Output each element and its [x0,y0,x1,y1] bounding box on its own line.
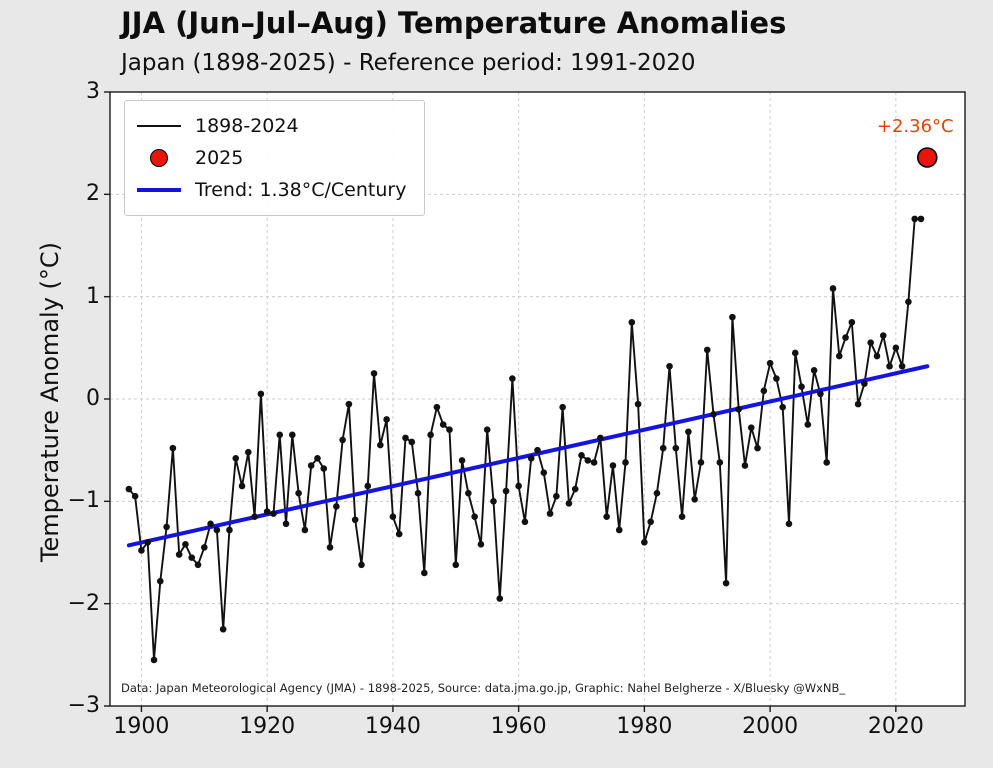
x-tick-label: 1900 [113,714,170,739]
legend-label: 1898-2024 [195,115,299,137]
x-tick-label: 1920 [239,714,296,739]
legend-item-2025: 2025 [137,142,406,174]
red-dot-icon [137,149,181,167]
x-tick-label: 2000 [742,714,799,739]
legend-item-series: 1898-2024 [137,110,406,142]
y-tick-label: −1 [67,488,100,514]
chart-title: JJA (Jun–Jul–Aug) Temperature Anomalies [121,6,787,40]
series-markers [125,215,925,664]
trend-line [126,364,930,548]
chart-subtitle: Japan (1898-2025) - Reference period: 19… [121,50,696,76]
y-tick-label: 1 [86,283,100,309]
black-line-icon [137,125,181,127]
y-tick-label: −3 [67,693,100,718]
source-credit: Data: Japan Meteorological Agency (JMA) … [121,681,846,695]
legend-label: Trend: 1.38°C/Century [195,179,407,201]
x-tick-label: 1940 [364,714,421,739]
x-tick-label: 1960 [490,714,547,739]
legend: 1898-2024 2025 Trend: 1.38°C/Century [124,100,426,216]
y-tick-label: 3 [86,79,100,104]
x-tick-label: 2020 [867,714,924,739]
legend-item-trend: Trend: 1.38°C/Century [137,174,406,206]
point-2025 [916,147,938,168]
peak-annotation: +2.36°C [876,116,954,138]
x-tick-label: 1980 [616,714,673,739]
y-tick-label: 0 [86,386,100,411]
blue-line-icon [137,188,181,192]
tick-marks [104,91,897,712]
y-tick-label: 2 [86,181,100,207]
y-tick-label: −2 [67,590,100,616]
legend-label: 2025 [195,147,244,169]
